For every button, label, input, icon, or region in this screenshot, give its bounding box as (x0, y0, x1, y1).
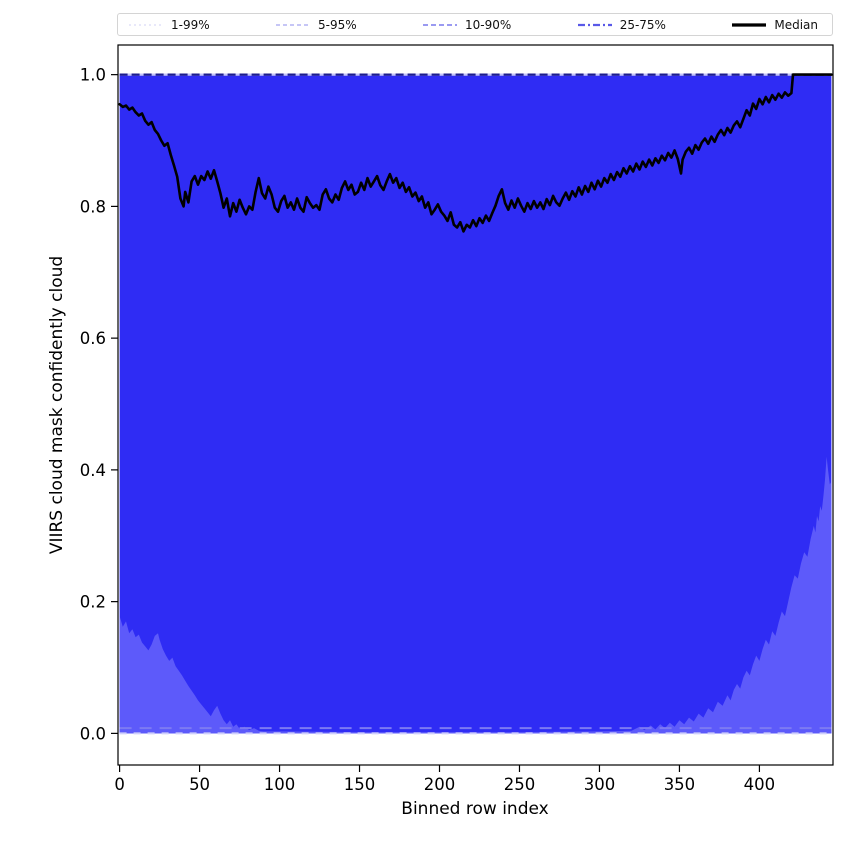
legend-label: 1-99% (171, 17, 210, 32)
x-tick-label: 250 (504, 775, 536, 794)
y-tick-label: 0.6 (80, 329, 106, 348)
y-tick-label: 1.0 (80, 66, 106, 85)
legend-label: Median (774, 17, 818, 32)
band-fill-light (119, 456, 832, 734)
median-line (118, 73, 833, 233)
x-tick-label: 350 (664, 775, 696, 794)
legend-label: 10-90% (465, 17, 512, 32)
plot-layers: 0 50 100 150 200 250 300 350 400 0.0 0.2 0.4 0.6 0.8 1… (80, 44, 834, 794)
band-fill-dark (119, 74, 832, 734)
x-tick-label: 150 (344, 775, 376, 794)
legend-line-sample-icon (129, 23, 163, 26)
legend-line-sample-icon (423, 23, 458, 26)
x-tick-label: 0 (114, 775, 125, 794)
legend-item: 10-90% (422, 18, 511, 32)
y-tick-label: 0.4 (80, 461, 106, 480)
x-tick-label: 400 (744, 775, 776, 794)
x-tick-label: 300 (584, 775, 616, 794)
x-tick-label: 200 (424, 775, 456, 794)
legend-line-sample-icon (276, 23, 311, 26)
y-tick-label: 0.8 (80, 197, 106, 216)
y-tick-label: 0.2 (80, 593, 106, 612)
legend-item: 1-99% (128, 18, 210, 32)
legend-label: 25-75% (619, 17, 666, 32)
y-axis-label: VIIRS cloud mask confidently cloud (47, 256, 67, 554)
axes-spines (117, 44, 834, 766)
x-tick-label: 100 (264, 775, 296, 794)
legend-label: 5-95% (318, 17, 357, 32)
legend-item: Median (731, 18, 818, 32)
legend-item: 5-95% (275, 18, 357, 32)
x-axis-label: Binned row index (401, 799, 548, 819)
y-tick-label: 0.0 (80, 724, 106, 743)
legend-item: 25-75% (577, 18, 666, 32)
legend-line-sample-icon (577, 23, 612, 26)
legend-line-sample-icon (732, 22, 767, 27)
x-tick-label: 50 (189, 775, 210, 794)
legend: 1-99% 5-95% 10-90% 25-75% Median (117, 13, 833, 36)
